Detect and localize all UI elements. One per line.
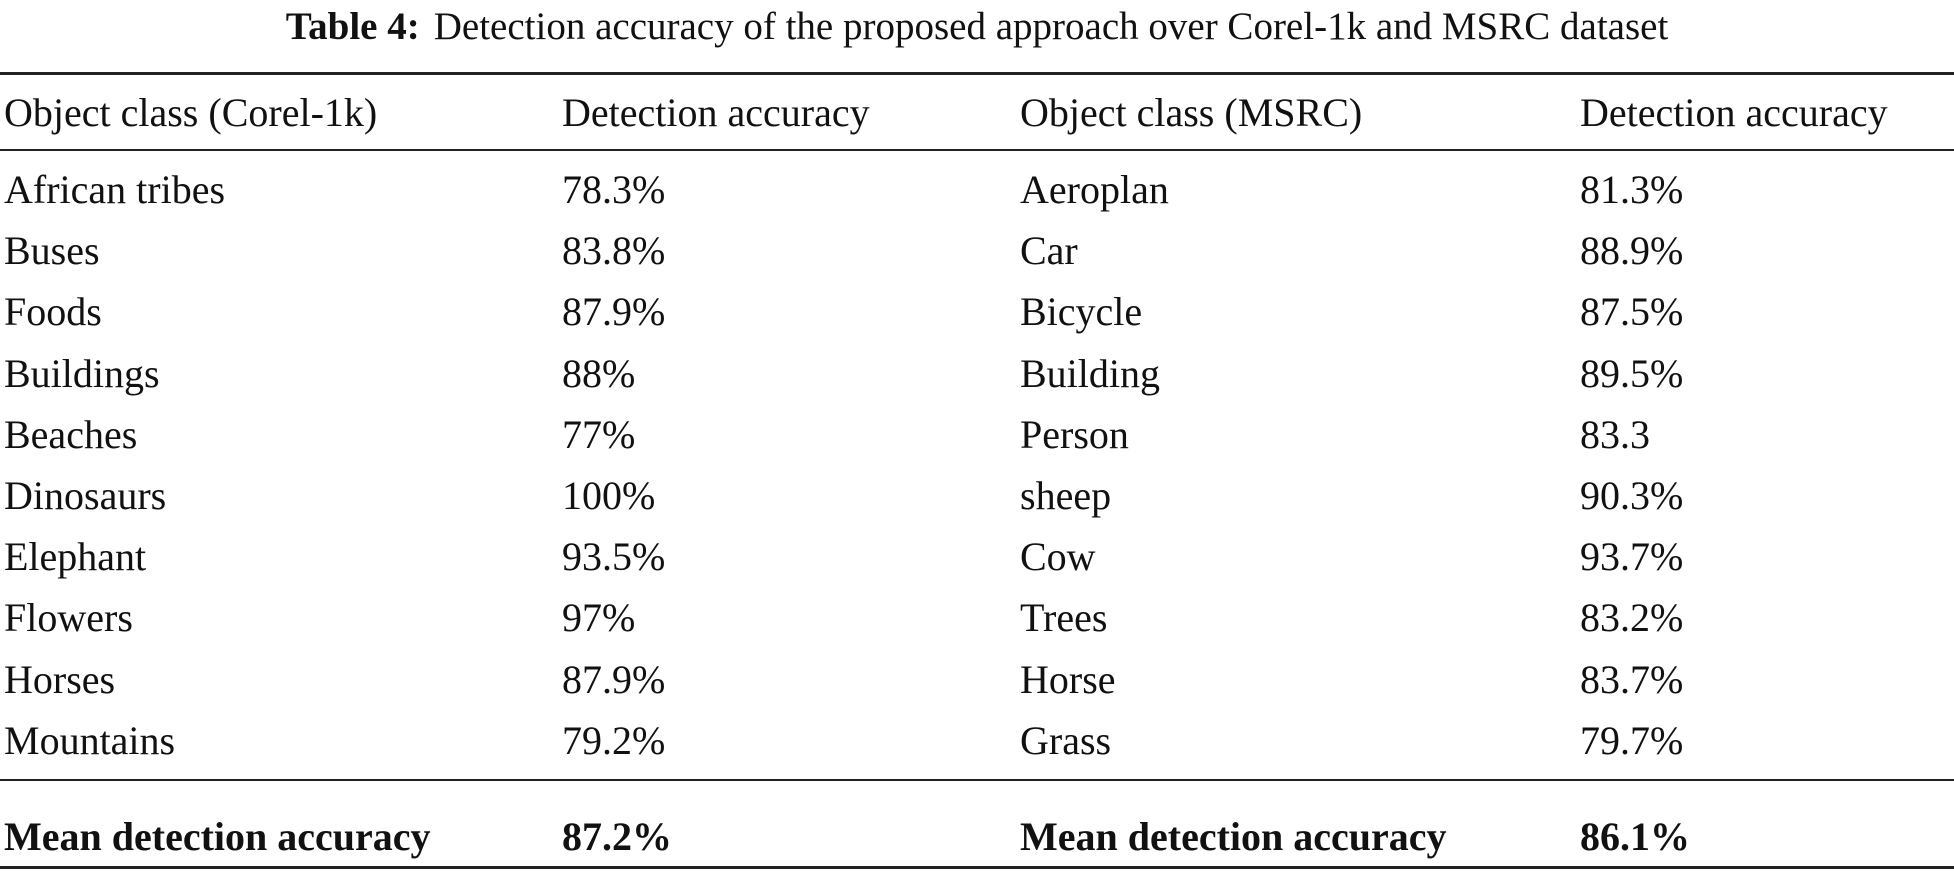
table-cell: 97% [562, 595, 636, 641]
table-cell: Flowers [4, 595, 133, 641]
bottom-rule [0, 866, 1954, 869]
table-caption-text: Detection accuracy of the proposed appro… [433, 5, 1669, 48]
table-cell: Buildings [4, 350, 160, 396]
table-row: African tribes 78.3% Aeroplan 81.3% [0, 159, 1954, 220]
summary-value-cell: 87.2% [562, 814, 672, 859]
table-cell: 88% [562, 350, 636, 396]
table-cell: 87.9% [562, 656, 666, 702]
table-row: Dinosaurs 100% sheep 90.3% [0, 465, 1954, 526]
summary-label-cell: Mean detection accuracy [4, 814, 431, 859]
summary-label-cell: Mean detection accuracy [1020, 814, 1447, 859]
table-cell: 89.5% [1580, 350, 1684, 396]
table-cell: 100% [562, 473, 656, 518]
header-cell: Detection accuracy [562, 90, 870, 135]
table-cell: 93.5% [562, 534, 666, 580]
table-row: Buses 83.8% Car 88.9% [0, 220, 1954, 281]
table-cell: Horses [4, 656, 116, 702]
summary-value-cell: 86.1% [1580, 814, 1690, 859]
table-row: Horses 87.9% Horse 83.7% [0, 649, 1954, 710]
table-caption: Table 4: Detection accuracy of the propos… [0, 2, 1954, 52]
table-cell: 83.3 [1580, 411, 1650, 457]
table-cell: 79.2% [562, 717, 666, 763]
table-cell: Buses [4, 228, 100, 274]
table-row: Elephant 93.5% Cow 93.7% [0, 526, 1954, 587]
table-cell: Mountains [4, 717, 176, 763]
table-cell: 77% [562, 411, 636, 457]
table-cell: Horse [1020, 656, 1116, 702]
header-cell: Object class (Corel-1k) [4, 90, 378, 135]
table-cell: sheep [1020, 473, 1112, 518]
table-cell: Building [1020, 350, 1161, 396]
table-row: Foods 87.9% Bicycle 87.5% [0, 281, 1954, 342]
table-cell: 83.7% [1580, 656, 1684, 702]
table-label: Table 4: [285, 5, 420, 48]
table-cell: Aeroplan [1020, 167, 1169, 212]
table-cell: Dinosaurs [4, 473, 167, 518]
table-cell: Foods [4, 289, 102, 335]
table-cell: 78.3% [562, 167, 666, 212]
table-cell: Cow [1020, 534, 1096, 580]
table-header-row: Object class (Corel-1k) Detection accura… [0, 82, 1954, 143]
table-cell: African tribes [4, 167, 226, 212]
table-cell: 87.5% [1580, 289, 1684, 335]
table-cell: Trees [1020, 595, 1108, 641]
table-cell: Car [1020, 228, 1078, 274]
summary-rule [0, 779, 1954, 781]
table-cell: Grass [1020, 717, 1112, 763]
table-cell: Person [1020, 411, 1129, 457]
header-rule [0, 149, 1954, 151]
table-row: Flowers 97% Trees 83.2% [0, 587, 1954, 648]
table-row: Buildings 88% Building 89.5% [0, 343, 1954, 404]
header-cell: Detection accuracy [1580, 90, 1888, 135]
table-row: Mountains 79.2% Grass 79.7% [0, 710, 1954, 771]
table-cell: Bicycle [1020, 289, 1143, 335]
top-rule [0, 72, 1954, 75]
table-cell: 83.8% [562, 228, 666, 274]
table-cell: Beaches [4, 411, 138, 457]
table-cell: 88.9% [1580, 228, 1684, 274]
table-cell: 87.9% [562, 289, 666, 335]
table-cell: 93.7% [1580, 534, 1684, 580]
table-cell: 90.3% [1580, 473, 1684, 518]
table-cell: 79.7% [1580, 717, 1684, 763]
table-cell: Elephant [4, 534, 147, 580]
summary-row: Mean detection accuracy 87.2% Mean detec… [0, 806, 1954, 867]
header-cell: Object class (MSRC) [1020, 90, 1363, 135]
table-row: Beaches 77% Person 83.3 [0, 404, 1954, 465]
table-cell: 81.3% [1580, 167, 1684, 212]
table-cell: 83.2% [1580, 595, 1684, 641]
